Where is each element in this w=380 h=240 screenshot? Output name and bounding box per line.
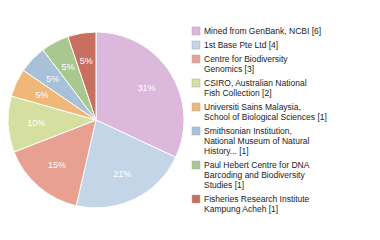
- legend-label: Universiti Sains Malaysia,School of Biol…: [204, 102, 327, 122]
- legend-item: Smithsonian Institution,National Museum …: [192, 126, 309, 156]
- data-label: 15%: [48, 160, 66, 170]
- legend-label: Centre for BiodiversityGenomics [3]: [204, 54, 288, 74]
- legend-item: 1st Base Pte Ltd [4]: [192, 40, 278, 50]
- legend-item: Mined from GenBank, NCBI [6]: [192, 26, 321, 36]
- legend-item: Centre for BiodiversityGenomics [3]: [192, 54, 288, 74]
- legend-item: Fisheries Research InstituteKampung Ache…: [192, 194, 310, 214]
- legend-label: Smithsonian Institution,National Museum …: [204, 126, 309, 156]
- legend-label-line: History... [1]: [204, 146, 249, 156]
- legend-label-line: Studies [1]: [204, 180, 244, 190]
- legend-swatch: [192, 55, 200, 63]
- legend-label-line: 1st Base Pte Ltd [4]: [204, 40, 278, 50]
- legend: Mined from GenBank, NCBI [6] 1st Base Pte…: [192, 26, 327, 214]
- legend-swatch: [192, 79, 200, 87]
- legend-label-line: Kampung Acheh [1]: [204, 204, 278, 214]
- legend-label: Paul Hebert Centre for DNABarcoding and …: [204, 160, 310, 190]
- data-label: 5%: [46, 74, 59, 84]
- data-label: 10%: [27, 118, 45, 128]
- legend-swatch: [192, 41, 200, 49]
- legend-label-line: Genomics [3]: [204, 64, 254, 74]
- data-labels: 31%21%15%10%5%5%5%5%: [27, 56, 155, 179]
- legend-label-line: Centre for Biodiversity: [204, 54, 288, 64]
- legend-label-line: Fish Collection [2]: [204, 88, 272, 98]
- pie-slice: [68, 32, 96, 120]
- legend-swatch: [192, 103, 200, 111]
- legend-label-line: National Museum of Natural: [204, 136, 309, 146]
- legend-item: Paul Hebert Centre for DNABarcoding and …: [192, 160, 310, 190]
- legend-swatch: [192, 161, 200, 169]
- legend-swatch: [192, 195, 200, 203]
- data-label: 5%: [62, 62, 75, 72]
- legend-label-line: CSIRO, Australian National: [204, 78, 307, 88]
- legend-item: CSIRO, Australian NationalFish Collectio…: [192, 78, 307, 98]
- legend-label: Mined from GenBank, NCBI [6]: [204, 26, 321, 36]
- legend-item: Universiti Sains Malaysia,School of Biol…: [192, 102, 327, 122]
- legend-label-line: Barcoding and Biodiversity: [204, 170, 305, 180]
- legend-label-line: Mined from GenBank, NCBI [6]: [204, 26, 321, 36]
- chart: 31%21%15%10%5%5%5%5%Mined from GenBank, …: [0, 0, 380, 240]
- legend-label: 1st Base Pte Ltd [4]: [204, 40, 278, 50]
- legend-label-line: School of Biological Sciences [1]: [204, 112, 327, 122]
- legend-label-line: Universiti Sains Malaysia,: [204, 102, 301, 112]
- legend-label-line: Fisheries Research Institute: [204, 194, 310, 204]
- legend-swatch: [192, 127, 200, 135]
- legend-label-line: Smithsonian Institution,: [204, 126, 292, 136]
- legend-label: Fisheries Research InstituteKampung Ache…: [204, 194, 310, 214]
- data-label: 5%: [80, 56, 93, 66]
- pie: [8, 32, 184, 208]
- legend-swatch: [192, 27, 200, 35]
- data-label: 21%: [113, 169, 131, 179]
- data-label: 5%: [35, 90, 48, 100]
- legend-label-line: Paul Hebert Centre for DNA: [204, 160, 310, 170]
- data-label: 31%: [137, 83, 155, 93]
- legend-label: CSIRO, Australian NationalFish Collectio…: [204, 78, 307, 98]
